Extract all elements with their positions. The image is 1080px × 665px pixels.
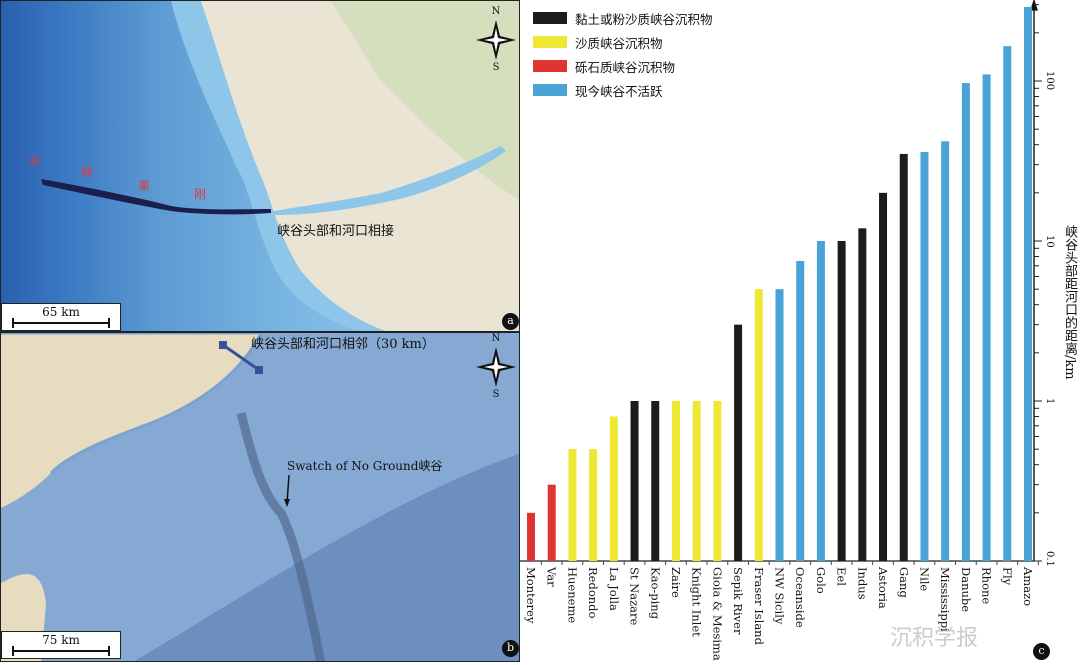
bar-var [547,484,556,561]
compass-north: N [491,6,501,17]
bar-chart [520,0,1042,565]
canyon-head-annotation: 峡谷头部和河口相接 [277,224,395,239]
x-tick-label: Indus [855,567,870,600]
y-tick-label: 1 [1044,397,1055,405]
bar-golo [816,241,825,561]
swatch-canyon-map [1,333,519,661]
x-tick-label: La Jolla [606,567,621,611]
bar-sepik-river [734,324,743,561]
x-tick-label: Astoria [876,567,891,609]
chart-legend: 黏土或粉沙质峡谷沉积物 沙质峡谷沉积物 砾石质峡谷沉积物 现今峡谷不活跃 [533,6,713,102]
compass-rose-icon: N S [474,6,518,76]
y-tick-label: 0.1 [1044,551,1055,568]
compass-north: N [491,333,501,344]
canyon-name-char: 刚 [194,187,207,201]
y-axis-label: 峡谷头部距河口的距离/km [1062,225,1077,380]
x-tick-label: Golo [813,567,828,594]
scale-label: 65 km [42,305,80,319]
x-tick-label: Gioia & Mesima [710,567,725,661]
map-panel-a: 谷 峡 果 刚 峡谷头部和河口相接 N S 65 km a [0,0,520,332]
bar-astoria [879,192,888,561]
congo-canyon-map [1,1,519,331]
bar-monterey [527,512,535,561]
compass-rose-icon: N S [474,333,518,403]
scale-bar: 65 km [1,303,121,331]
panel-badge-a: a [502,313,519,330]
legend-label: 黏土或粉沙质峡谷沉积物 [575,11,713,27]
x-tick-label: Nile [917,567,932,592]
legend-swatch [533,84,567,96]
x-tick-label: Mississippi [938,567,953,632]
x-tick-label: Amazo [1021,567,1035,607]
bar-fraser-island [754,289,763,561]
map-panel-b: 峡谷头部和河口相邻（30 km） Swatch of No Ground峡谷 N… [0,332,520,662]
x-tick-label: Knight Inlet [689,567,704,637]
bar-nw-sicily [775,289,784,561]
bar-oceanside [796,260,805,561]
legend-label: 现今峡谷不活跃 [575,83,663,99]
bar-fly [1003,46,1012,561]
compass-south: S [492,389,500,400]
bar-redondo [589,449,598,561]
x-tick-label: NW Sicily [772,567,787,625]
x-tick-label: Zaire [668,567,683,598]
panel-badge-c: c [1033,643,1050,660]
bar-eel [837,241,846,561]
x-tick-label: Oceanside [793,567,808,628]
y-tick-label: 10 [1044,234,1055,248]
canyon-name-label: Swatch of No Ground峡谷 [287,459,443,473]
x-tick-label: Var [544,567,559,587]
bar-rhone [982,74,991,561]
legend-swatch [533,12,567,24]
legend-label: 沙质峡谷沉积物 [575,35,663,51]
compass-south: S [492,62,500,73]
x-tick-label: Redondo [586,567,601,619]
scale-bar: 75 km [1,631,121,659]
x-tick-label: Rhone [979,567,994,605]
legend-item: 砾石质峡谷沉积物 [533,54,713,78]
bar-nile [920,151,929,562]
scale-label: 75 km [42,633,80,647]
legend-item: 黏土或粉沙质峡谷沉积物 [533,6,713,30]
canyon-name-char: 谷 [29,153,42,167]
x-tick-label: Kao-ping [648,567,663,620]
bar-danube [961,83,970,562]
x-tick-label: Danube [958,567,973,613]
legend-swatch [533,36,567,48]
x-tick-label: Fraser Island [751,567,766,645]
x-tick-label: Monterey [524,567,538,624]
bar-la-jolla [609,416,618,561]
canyon-name-char: 峡 [81,165,94,179]
canyon-name-char: 果 [138,179,151,193]
x-tick-label: Hueneme [565,567,580,624]
legend-label: 砾石质峡谷沉积物 [575,59,676,75]
bar-hueneme [568,449,577,561]
bar-ganges [899,153,908,562]
bar-st-nazare [630,401,639,561]
x-tick-label: Fly [1000,567,1015,586]
bar-gioia-mesima [713,401,722,561]
bar-mississippi [941,141,950,561]
legend-item: 沙质峡谷沉积物 [533,30,713,54]
bar-zaire [671,401,680,561]
x-tick-label: St Nazare [627,567,642,626]
x-tick-label: Sepik River [731,567,746,635]
panel-badge-b: b [502,640,519,657]
legend-swatch [533,60,567,72]
bar-knight-inlet [692,401,701,561]
watermark: 沉积学报 [890,626,979,651]
bar-amazon [1024,7,1032,562]
x-tick-label: Eel [834,567,849,586]
y-tick-label: 100 [1044,71,1055,91]
canyon-head-distance-annotation: 峡谷头部和河口相邻（30 km） [251,337,435,352]
bar-indus [858,228,867,561]
bar-kao-ping [651,401,660,561]
legend-item: 现今峡谷不活跃 [533,78,713,102]
x-tick-label: Gang [896,567,911,598]
